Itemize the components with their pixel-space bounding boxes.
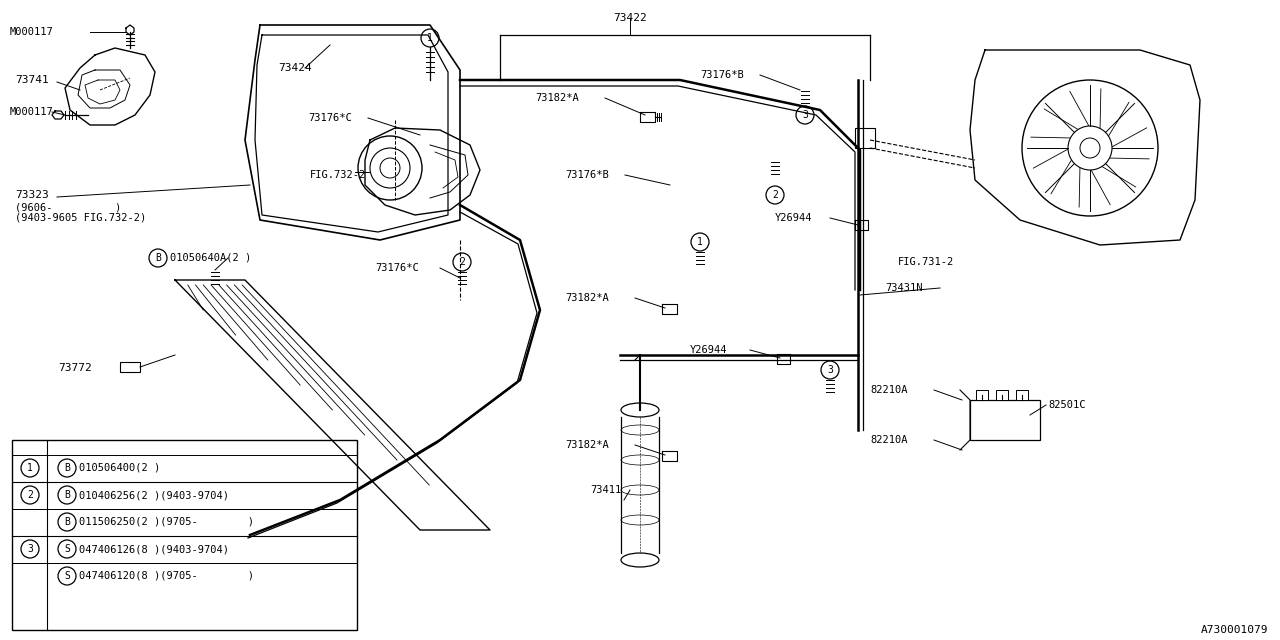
Text: 3: 3	[27, 544, 33, 554]
Text: 3: 3	[803, 110, 808, 120]
Text: B: B	[64, 463, 70, 473]
Text: Y26944: Y26944	[774, 213, 813, 223]
Text: 73176*B: 73176*B	[564, 170, 609, 180]
Text: 010406256(2 )(9403-9704): 010406256(2 )(9403-9704)	[79, 490, 229, 500]
Bar	[855, 128, 876, 148]
Text: (9606-          ): (9606- )	[15, 202, 122, 212]
Text: 047406126(8 )(9403-9704): 047406126(8 )(9403-9704)	[79, 544, 229, 554]
Text: 1: 1	[428, 33, 433, 43]
Text: M000117: M000117	[10, 107, 54, 117]
Text: 73182*A: 73182*A	[535, 93, 579, 103]
Text: S: S	[64, 544, 70, 554]
Text: 2: 2	[460, 257, 465, 267]
Bar	[12, 440, 357, 630]
Bar	[1016, 390, 1028, 400]
Text: B: B	[64, 517, 70, 527]
Text: 2: 2	[772, 190, 778, 200]
Text: 3: 3	[827, 365, 833, 375]
Text: 01050640A(2 ): 01050640A(2 )	[170, 253, 251, 263]
Bar	[977, 390, 988, 400]
Text: Y26944: Y26944	[690, 345, 727, 355]
Text: 73424: 73424	[278, 63, 312, 73]
Text: 011506250(2 )(9705-        ): 011506250(2 )(9705- )	[79, 517, 253, 527]
Text: 1: 1	[698, 237, 703, 247]
Text: 82210A: 82210A	[870, 385, 908, 395]
Text: 73176*B: 73176*B	[700, 70, 744, 80]
Text: S: S	[64, 571, 70, 581]
Text: 73176*C: 73176*C	[308, 113, 352, 123]
Bar	[996, 390, 1009, 400]
Text: 73772: 73772	[58, 363, 92, 373]
Text: (9403-9605 FIG.732-2): (9403-9605 FIG.732-2)	[15, 213, 146, 223]
Text: 010506400(2 ): 010506400(2 )	[79, 463, 160, 473]
Text: 047406120(8 )(9705-        ): 047406120(8 )(9705- )	[79, 571, 253, 581]
Text: FIG.731-2: FIG.731-2	[899, 257, 955, 267]
Text: B: B	[155, 253, 161, 263]
Text: A730001079: A730001079	[1201, 625, 1268, 635]
Text: 82210A: 82210A	[870, 435, 908, 445]
Bar	[120, 362, 140, 372]
Text: 73323: 73323	[15, 190, 49, 200]
Text: 73176*C: 73176*C	[375, 263, 419, 273]
Text: 73182*A: 73182*A	[564, 293, 609, 303]
Text: 2: 2	[27, 490, 33, 500]
Text: FIG.732-2: FIG.732-2	[310, 170, 366, 180]
Text: 73411: 73411	[590, 485, 621, 495]
Text: B: B	[64, 490, 70, 500]
Bar	[970, 400, 1039, 440]
Text: M000117: M000117	[10, 27, 54, 37]
Text: 73182*A: 73182*A	[564, 440, 609, 450]
Text: 82501C: 82501C	[1048, 400, 1085, 410]
Text: 73741: 73741	[15, 75, 49, 85]
Text: 73422: 73422	[613, 13, 646, 23]
Text: 73431N: 73431N	[884, 283, 923, 293]
Text: 1: 1	[27, 463, 33, 473]
